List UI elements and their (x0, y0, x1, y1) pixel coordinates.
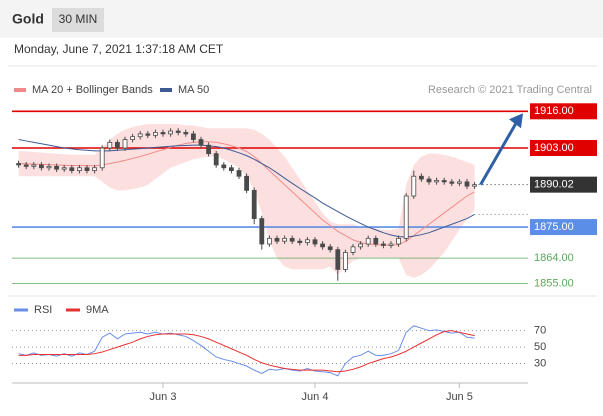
level-label-box (530, 103, 597, 120)
tab-title[interactable]: Gold (12, 11, 44, 27)
credit: Research © 2021 Trading Central (428, 84, 592, 96)
candle-body (449, 181, 455, 184)
forecast-arrow (479, 122, 518, 186)
candle-body (183, 132, 189, 135)
candle-body (266, 237, 272, 245)
level-label: 1864.00 (534, 252, 574, 264)
candle-body (365, 237, 371, 245)
candle-body (236, 170, 242, 177)
candle-body (304, 239, 310, 243)
y-tick-label: 50 (534, 341, 546, 353)
level-label-box (530, 219, 597, 236)
candle-body (46, 165, 52, 169)
candle-body (464, 181, 470, 187)
candle-body (441, 180, 447, 183)
y-tick-label: 30 (534, 357, 546, 369)
candle-body (388, 243, 394, 246)
level-label: 1855.00 (534, 277, 574, 289)
candle-body (251, 189, 257, 219)
candle-body (282, 237, 288, 242)
candle-body (190, 133, 196, 140)
candle-body (175, 130, 181, 133)
candle-body (152, 132, 158, 136)
candle-body (426, 178, 432, 183)
candle-body (411, 175, 417, 197)
candle-body (130, 136, 136, 140)
candle-body (259, 218, 265, 245)
candle-body (23, 164, 29, 167)
level-label: 1875.00 (534, 221, 574, 233)
candle-body (99, 147, 105, 169)
candle-body (396, 237, 402, 245)
legend-label: RSI (34, 304, 52, 316)
candle-body (145, 133, 151, 136)
candle-body (434, 180, 440, 183)
legend-label: MA 20 + Bollinger Bands (32, 84, 153, 96)
candle-body (213, 153, 219, 166)
candle-body (61, 167, 67, 170)
legend-label: MA 50 (178, 84, 209, 96)
y-tick-label: 70 (534, 325, 546, 337)
x-tick-label: Jun 3 (150, 391, 177, 403)
candle-body (297, 240, 303, 243)
candle-body (160, 132, 166, 135)
candle-body (312, 239, 318, 245)
candle-body (342, 252, 348, 270)
candle-body (289, 237, 295, 242)
level-label: 1890.02 (534, 179, 574, 191)
forecast-arrow-head (509, 113, 523, 129)
timestamp: Monday, June 7, 2021 1:37:18 AM CET (14, 42, 224, 56)
candle-body (84, 167, 90, 171)
candle-body (16, 163, 22, 166)
candle-body (350, 246, 356, 253)
level-label-box (530, 140, 597, 156)
x-tick-label: Jun 5 (446, 391, 473, 403)
candle-body (320, 243, 326, 248)
candle-body (373, 237, 379, 245)
candle-body (358, 243, 364, 248)
candle-body (198, 139, 204, 146)
candle-body (221, 164, 227, 169)
candle-body (472, 184, 478, 187)
candle-body (107, 141, 113, 149)
candle-body (228, 167, 234, 171)
candle-body (69, 167, 75, 171)
candle-body (39, 164, 44, 169)
candle-body (122, 139, 128, 149)
rsi-line (18, 325, 475, 377)
candle-body (244, 175, 250, 191)
candle-body (403, 195, 409, 239)
candle-body (168, 130, 174, 135)
candle-body (274, 237, 280, 242)
x-tick-label: Jun 4 (302, 391, 329, 403)
level-label-box (530, 176, 597, 193)
candle-body (335, 249, 341, 270)
rsi-line (18, 330, 475, 373)
level-label: 1916.00 (534, 105, 574, 117)
tab-box[interactable] (52, 8, 104, 32)
candle-body (456, 181, 462, 184)
level-label: 1903.00 (534, 142, 574, 154)
candle-body (54, 165, 59, 170)
legend-label: 9MA (86, 304, 109, 316)
candle-body (31, 164, 37, 167)
candle-body (206, 144, 212, 155)
candle-body (327, 246, 333, 251)
candle-body (77, 167, 82, 171)
candle-body (115, 141, 120, 149)
candle-body (418, 175, 424, 180)
candle-body (92, 167, 97, 171)
bollinger-band (18, 124, 475, 278)
candle-body (380, 243, 386, 246)
tab-interval[interactable]: 30 MIN (59, 12, 98, 26)
candle-body (137, 133, 143, 138)
